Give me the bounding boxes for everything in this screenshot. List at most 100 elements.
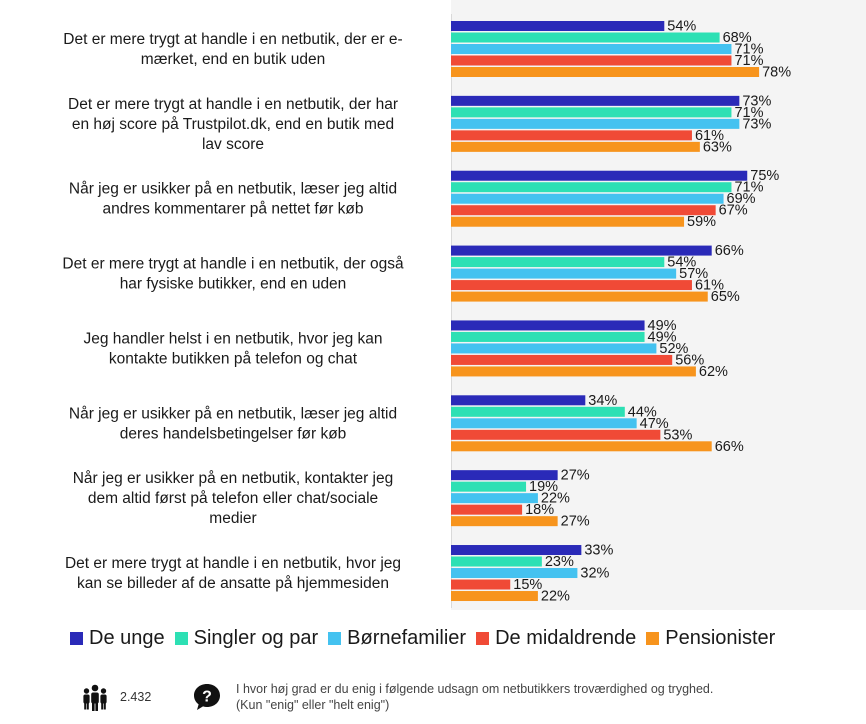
category-label-line: lav score <box>202 136 264 153</box>
question-line: I hvor høj grad er du enig i følgende ud… <box>236 682 714 696</box>
category-label-line: kan se billeder af de ansatte på hjemmes… <box>77 575 389 592</box>
data-label: 22% <box>541 491 570 507</box>
category-label-line: deres handelsbetingelser før køb <box>120 425 347 442</box>
bar <box>451 141 700 152</box>
data-label: 56% <box>675 352 704 368</box>
bar <box>451 55 732 66</box>
category-label: Jeg handler helst i en netbutik, hvor je… <box>84 330 383 367</box>
bar <box>451 216 685 227</box>
data-label: 73% <box>742 93 771 109</box>
category-label-line: Når jeg er usikker på en netbutik, læser… <box>69 405 397 422</box>
bar <box>451 366 696 377</box>
bar <box>451 170 748 181</box>
data-label: 44% <box>628 404 657 420</box>
bar <box>451 418 637 429</box>
legend-label: De unge <box>89 627 165 649</box>
svg-text:?: ? <box>202 689 212 706</box>
data-label: 15% <box>513 577 542 593</box>
bar <box>451 429 661 440</box>
bar <box>451 493 538 504</box>
data-label: 49% <box>648 329 677 345</box>
bar <box>451 395 586 406</box>
bar <box>451 591 538 602</box>
legend-entry: Singler og par <box>174 627 319 650</box>
category-labels: Det er mere trygt at handle i en netbuti… <box>62 31 404 592</box>
data-label: 65% <box>711 289 740 305</box>
bar <box>451 545 582 556</box>
bar <box>451 21 665 31</box>
data-label: 52% <box>659 341 688 357</box>
legend-label: Børnefamilier <box>347 627 467 649</box>
legend-entry: Pensionister <box>646 627 775 650</box>
data-label: 63% <box>703 139 732 155</box>
category-label: Når jeg er usikker på en netbutik, konta… <box>73 470 394 527</box>
bar <box>451 331 645 342</box>
bar <box>451 470 558 481</box>
bar-chart: Det er mere trygt at handle i en netbuti… <box>62 0 866 610</box>
category-label: Når jeg er usikker på en netbutik, læser… <box>69 405 397 442</box>
legend-entry: Børnefamilier <box>328 627 466 650</box>
bar <box>451 130 692 141</box>
bar <box>451 481 527 492</box>
data-label: 23% <box>545 554 574 570</box>
data-label: 71% <box>734 42 763 58</box>
category-label-line: kontakte butikken på telefon og chat <box>109 350 358 367</box>
bar <box>451 107 732 118</box>
legend-label: De midaldrende <box>495 627 637 649</box>
category-label-line: Det er mere trygt at handle i en netbuti… <box>62 256 404 273</box>
data-labels: 54%68%71%71%78%73%71%73%61%63%75%71%69%6… <box>513 19 791 605</box>
bar <box>451 67 760 77</box>
category-label: Det er mere trygt at handle i en netbuti… <box>62 256 404 293</box>
category-label: Det er mere trygt at handle i en netbuti… <box>65 555 401 592</box>
legend-entry: De midaldrende <box>476 627 636 650</box>
bar <box>451 343 657 354</box>
data-label: 67% <box>719 203 748 219</box>
legend: De unge Singler og par Børnefamilier De mid… <box>70 627 775 650</box>
data-label: 71% <box>734 105 763 121</box>
bar <box>451 44 732 54</box>
data-label: 27% <box>561 514 590 530</box>
category-label-line: mærket, end en butik uden <box>141 51 325 68</box>
bar <box>451 406 625 417</box>
data-label: 73% <box>742 116 771 132</box>
bar <box>451 257 665 268</box>
legend-swatch <box>174 632 188 645</box>
bar <box>451 556 542 567</box>
data-label: 53% <box>663 427 692 443</box>
bar <box>451 118 740 129</box>
category-label-line: Når jeg er usikker på en netbutik, konta… <box>73 470 394 487</box>
data-label: 32% <box>580 566 609 582</box>
respondent-count: 2.432 <box>120 690 152 704</box>
bar <box>451 268 677 279</box>
legend-swatch <box>328 632 342 645</box>
legend-label: Pensionister <box>665 627 776 649</box>
bar <box>451 516 558 527</box>
data-label: 33% <box>584 543 613 559</box>
bar <box>451 320 645 331</box>
data-label: 69% <box>727 191 756 207</box>
category-label-line: Det er mere trygt at handle i en netbuti… <box>65 555 401 572</box>
footer: 2.432 ? I hvor høj grad er du enig i føl… <box>0 676 866 724</box>
data-label: 59% <box>687 214 716 230</box>
question-note: (Kun "enig" eller "helt enig") <box>236 698 390 712</box>
people-icon <box>83 684 107 711</box>
legend-swatch <box>476 632 490 645</box>
bar <box>451 205 716 216</box>
data-label: 66% <box>715 243 744 259</box>
data-label: 54% <box>667 19 696 35</box>
bar <box>451 95 740 106</box>
legend-label: Singler og par <box>193 627 319 649</box>
question-icon: ? <box>194 684 220 710</box>
category-label-line: Jeg handler helst i en netbutik, hvor je… <box>84 330 383 347</box>
data-label: 61% <box>695 278 724 294</box>
bar <box>451 193 724 204</box>
legend-swatch <box>70 632 83 645</box>
question-text: I hvor høj grad er du enig i følgende ud… <box>236 681 836 713</box>
category-label-line: andres kommentarer på nettet før køb <box>102 201 363 218</box>
data-label: 68% <box>723 30 752 46</box>
data-label: 22% <box>541 589 570 605</box>
bar <box>451 182 732 193</box>
data-label: 75% <box>750 168 779 184</box>
category-label-line: Det er mere trygt at handle i en netbuti… <box>68 96 398 113</box>
data-label: 18% <box>525 502 554 518</box>
